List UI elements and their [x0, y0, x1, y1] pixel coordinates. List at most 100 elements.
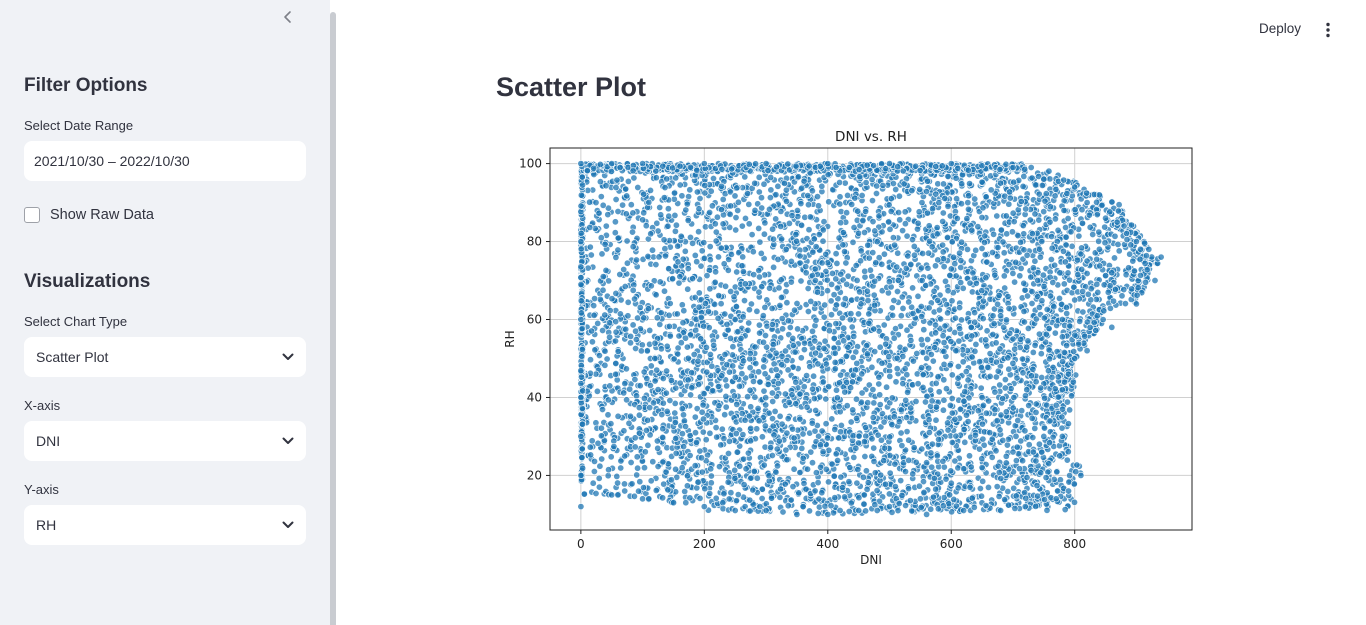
- x-axis-select[interactable]: DNI: [24, 421, 306, 461]
- scatter-point: [847, 310, 855, 318]
- scatter-point: [604, 211, 612, 219]
- scatter-point: [960, 397, 968, 405]
- scatter-point: [954, 464, 962, 472]
- scatter-point: [758, 204, 766, 212]
- scatter-point: [745, 319, 753, 327]
- scatter-point: [832, 250, 840, 258]
- scatter-point: [599, 327, 607, 335]
- scatter-point: [665, 311, 673, 319]
- scatter-point: [835, 434, 843, 442]
- scatter-point: [1009, 404, 1017, 412]
- scatter-point: [676, 181, 684, 189]
- scatter-point: [624, 298, 632, 306]
- scatter-point: [724, 326, 732, 334]
- scatter-point: [760, 387, 768, 395]
- scatter-point: [876, 401, 884, 409]
- scatter-point: [968, 494, 976, 502]
- scatter-point: [602, 182, 610, 190]
- scatter-point: [706, 351, 714, 359]
- scatter-point: [926, 273, 934, 281]
- scatter-point: [636, 478, 644, 486]
- scatter-point: [1040, 282, 1048, 290]
- scatter-point: [593, 387, 601, 395]
- scatter-point: [1002, 408, 1010, 416]
- scatter-point: [734, 328, 742, 336]
- scatter-point: [1101, 223, 1109, 231]
- scatter-point: [933, 224, 941, 232]
- scatter-point: [727, 288, 735, 296]
- show-raw-data-checkbox[interactable]: [24, 207, 40, 223]
- scatter-point: [586, 443, 594, 451]
- show-raw-data-checkbox-row[interactable]: Show Raw Data: [24, 207, 154, 223]
- scatter-point: [761, 303, 769, 311]
- main-menu-button[interactable]: [1320, 20, 1336, 40]
- scatter-point: [863, 350, 871, 358]
- scatter-point: [952, 347, 960, 355]
- scatter-point: [698, 468, 706, 476]
- scatter-point: [757, 249, 765, 257]
- scatter-point: [656, 278, 664, 286]
- scatter-point: [888, 394, 896, 402]
- scatter-point: [966, 279, 974, 287]
- scatter-point: [876, 343, 884, 351]
- scatter-point: [864, 241, 872, 249]
- scatter-point: [824, 478, 832, 486]
- scatter-point: [1006, 188, 1014, 196]
- scatter-point: [721, 310, 729, 318]
- scatter-point: [718, 425, 726, 433]
- scatter-point: [614, 234, 622, 242]
- deploy-button[interactable]: Deploy: [1259, 21, 1302, 36]
- scatter-point: [1066, 322, 1074, 330]
- scatter-point: [914, 380, 922, 388]
- scatter-point: [724, 478, 732, 486]
- scatter-point: [959, 358, 967, 366]
- scatter-point: [706, 429, 714, 437]
- scatter-point: [631, 295, 639, 303]
- chart-type-select[interactable]: Scatter Plot: [24, 337, 306, 377]
- scatter-point: [1016, 272, 1024, 280]
- scatter-point: [693, 438, 701, 446]
- scatter-point: [629, 228, 637, 236]
- scatter-point: [930, 287, 938, 295]
- scatter-point: [798, 221, 806, 229]
- collapse-sidebar-button[interactable]: [278, 6, 298, 28]
- scatter-point: [868, 197, 876, 205]
- scatter-point: [734, 491, 742, 499]
- date-range-label: Select Date Range: [24, 118, 134, 133]
- scatter-point: [1022, 494, 1030, 502]
- scatter-point: [985, 397, 993, 405]
- scatter-point: [654, 462, 662, 470]
- scatter-point: [870, 444, 878, 452]
- scatter-point: [765, 205, 773, 213]
- scatter-point: [948, 438, 956, 446]
- scatter-point: [932, 416, 940, 424]
- scatter-point: [899, 227, 907, 235]
- scatter-point: [836, 200, 844, 208]
- scatter-point: [946, 401, 954, 409]
- scatter-point: [1062, 233, 1070, 241]
- scatter-point: [861, 267, 869, 275]
- date-range-input[interactable]: 2021/10/30 – 2022/10/30: [24, 141, 306, 181]
- scatter-point: [793, 300, 801, 308]
- scatter-point: [862, 467, 870, 475]
- scatter-point: [778, 315, 786, 323]
- scatter-point: [925, 416, 933, 424]
- scatter-point: [1063, 310, 1071, 318]
- scatter-point: [1043, 306, 1051, 314]
- scatter-point: [927, 449, 935, 457]
- scatter-point: [905, 436, 913, 444]
- sidebar-scrollbar[interactable]: [330, 12, 336, 625]
- scatter-point: [915, 208, 923, 216]
- scatter-point: [954, 363, 962, 371]
- y-axis-select[interactable]: RH: [24, 505, 306, 545]
- scatter-point: [701, 181, 709, 189]
- scatter-point: [603, 355, 611, 363]
- scatter-point: [1009, 269, 1017, 277]
- scatter-point: [715, 292, 723, 300]
- scatter-point: [944, 202, 952, 210]
- scatter-point: [591, 295, 599, 303]
- scatter-point: [977, 492, 985, 500]
- scatter-point: [978, 178, 986, 186]
- scatter-point: [960, 425, 968, 433]
- scatter-point: [855, 432, 863, 440]
